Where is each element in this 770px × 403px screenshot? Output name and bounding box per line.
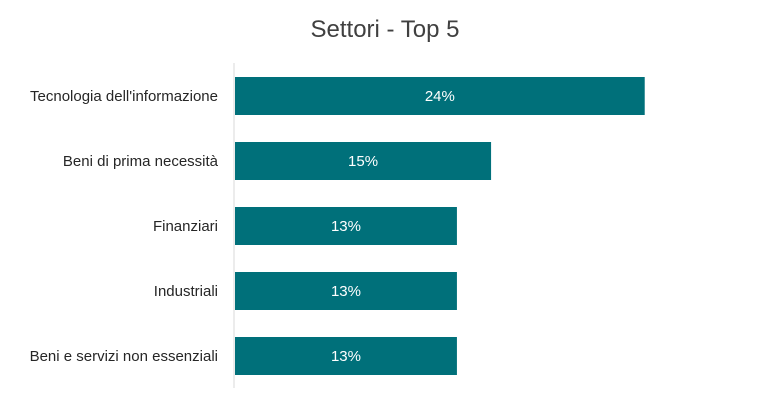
data-labels-group: 24% 15% 13% 13% 13%: [331, 88, 455, 365]
bars-group: [235, 77, 645, 375]
bar-5: [235, 337, 457, 375]
chart-title: Settori - Top 5: [311, 16, 460, 43]
bar-1: [235, 77, 645, 115]
bar-2: [235, 142, 492, 180]
data-label-1: 24%: [425, 88, 455, 105]
category-label-5: Beni e servizi non essenziali: [30, 348, 218, 365]
data-label-4: 13%: [331, 283, 361, 300]
category-label-2: Beni di prima necessità: [63, 153, 219, 170]
category-label-4: Industriali: [154, 283, 218, 300]
category-label-1: Tecnologia dell'informazione: [30, 88, 218, 105]
data-label-2: 15%: [348, 153, 378, 170]
category-labels-group: Tecnologia dell'informazione Beni di prim…: [30, 88, 219, 365]
bar-3: [235, 207, 457, 245]
data-label-5: 13%: [331, 348, 361, 365]
category-label-3: Finanziari: [153, 218, 218, 235]
data-label-3: 13%: [331, 218, 361, 235]
bar-4: [235, 272, 457, 310]
